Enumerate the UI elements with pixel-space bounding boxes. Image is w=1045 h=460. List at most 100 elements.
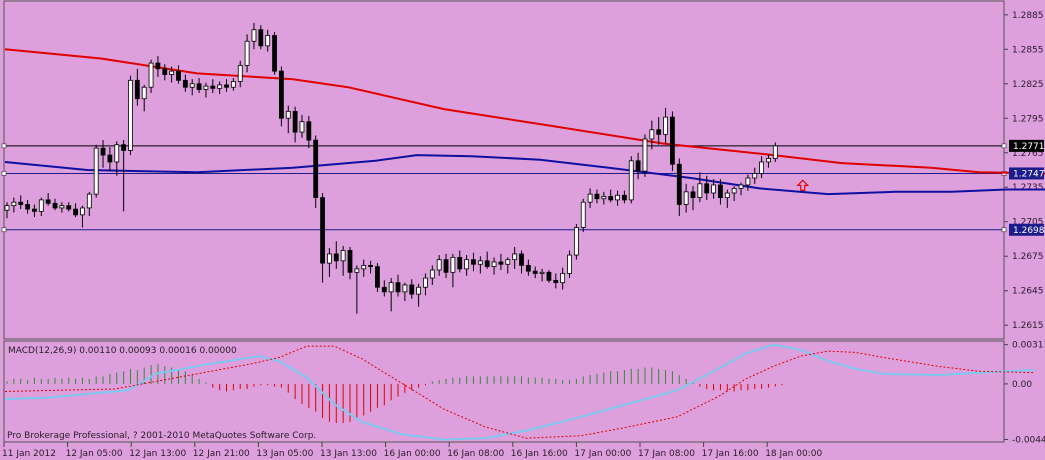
macd-panel[interactable]: MACD(12,26,9) 0.00110 0.00093 0.00016 0.… (3, 340, 1045, 446)
candle-up (642, 138, 648, 172)
time-tick-label: 12 Jan 21:00 (193, 449, 250, 459)
candle-down (553, 279, 559, 284)
candle-up (11, 201, 17, 207)
candle-down (498, 261, 504, 265)
macd-signal-line (4, 345, 1035, 439)
candle-up (429, 269, 435, 279)
candle-down (121, 144, 127, 151)
candle-down (457, 256, 463, 270)
time-tick-label: 13 Jan 13:00 (320, 449, 377, 459)
price-tick-label: 1.2675 (1012, 252, 1044, 262)
macd-label: MACD(12,26,9) 0.00110 0.00093 0.00016 0.… (8, 346, 237, 356)
candle-up (724, 192, 730, 198)
price-tags: 1.2771 1.2747 1.2698 (1009, 139, 1045, 236)
candle-down (107, 154, 113, 163)
arrow-marker (796, 179, 810, 191)
candle-down (196, 83, 202, 90)
line-handle-left (1, 227, 7, 233)
candle-down (73, 208, 78, 216)
candle-up (711, 184, 716, 194)
moving-averages (4, 48, 1045, 196)
candle-down (52, 202, 58, 209)
candle-down (134, 79, 140, 100)
macd-lines (4, 343, 1035, 441)
candle-down (182, 79, 188, 88)
candle-up (189, 83, 195, 88)
candle-down (608, 196, 614, 201)
candle-down (25, 204, 30, 210)
candle-up (80, 207, 85, 216)
candle-down (45, 199, 51, 204)
candle-up (402, 284, 408, 293)
candle-down (409, 284, 415, 295)
candle-down (395, 282, 401, 293)
candles (4, 22, 778, 314)
candle-up (203, 85, 209, 90)
candle-up (573, 227, 579, 256)
price-axis: 1.28851.28551.28251.27951.27651.27351.27… (1004, 11, 1044, 331)
copyright-text: Pro Brokerage Professional, ? 2001-2010 … (7, 431, 316, 441)
macd-axis: 0.00311 0.00 -0.0044 (1004, 341, 1045, 445)
candle-up (93, 147, 99, 195)
candle-down (670, 116, 675, 165)
time-tick-label: 16 Jan 00:00 (384, 449, 441, 459)
candle-down (635, 160, 641, 172)
candle-up (697, 183, 703, 198)
candle-down (18, 201, 24, 205)
candle-up (663, 116, 668, 135)
time-tick-label: 16 Jan 16:00 (511, 449, 568, 459)
candle-up (217, 84, 223, 89)
time-tick-label: 11 Jan 2012 (2, 449, 56, 459)
price-tick-label: 1.2795 (1012, 114, 1044, 124)
price-panel[interactable]: 1.28851.28551.28251.27951.27651.27351.27… (1, 0, 1045, 340)
candle-down (676, 163, 682, 205)
time-tick-label: 17 Jan 08:00 (638, 449, 695, 459)
candle-down (32, 208, 37, 212)
candle-up (601, 196, 607, 200)
candle-down (690, 191, 696, 198)
candle-up (628, 160, 634, 201)
time-tick-label: 13 Jan 05:00 (256, 449, 313, 459)
candle-up (38, 199, 44, 212)
price-tag-box (1009, 139, 1044, 152)
candle-up (354, 268, 360, 273)
candle-up (230, 81, 236, 88)
candle-up (86, 193, 92, 209)
candle-up (361, 265, 367, 270)
candle-up (512, 253, 518, 261)
red-moving-average (4, 48, 1045, 175)
candle-up (539, 271, 545, 274)
candle-down (258, 29, 264, 47)
price-tag-label: 1.2698 (1013, 226, 1045, 236)
candle-up (615, 194, 620, 201)
candle-down (210, 85, 216, 89)
candle-up (169, 70, 175, 75)
candle-down (292, 110, 298, 133)
candle-down (100, 147, 106, 156)
candle-up (505, 259, 511, 265)
price-tick-label: 1.2645 (1012, 287, 1044, 297)
macd-tick-label: 0.00 (1012, 380, 1032, 390)
candle-up (416, 286, 422, 295)
candle-up (141, 86, 147, 100)
candle-down (224, 84, 229, 88)
price-panel-frame (3, 0, 1005, 340)
candle-up (738, 184, 744, 189)
time-tick-label: 18 Jan 00:00 (765, 449, 822, 459)
price-tick-label: 1.2705 (1012, 218, 1044, 228)
candle-up (567, 254, 572, 274)
candle-down (484, 260, 490, 267)
candle-up (423, 277, 428, 288)
candle-down (546, 271, 552, 281)
blue-moving-average (4, 154, 1045, 196)
candle-down (368, 265, 373, 267)
time-tick-label: 17 Jan 16:00 (702, 449, 759, 459)
candle-down (272, 35, 277, 72)
price-tag-label: 1.2747 (1013, 169, 1045, 179)
candle-up (237, 64, 243, 82)
up-arrow-icon (796, 179, 810, 191)
candle-up (491, 261, 497, 267)
candle-up (464, 259, 470, 270)
macd-histogram (6, 363, 783, 424)
